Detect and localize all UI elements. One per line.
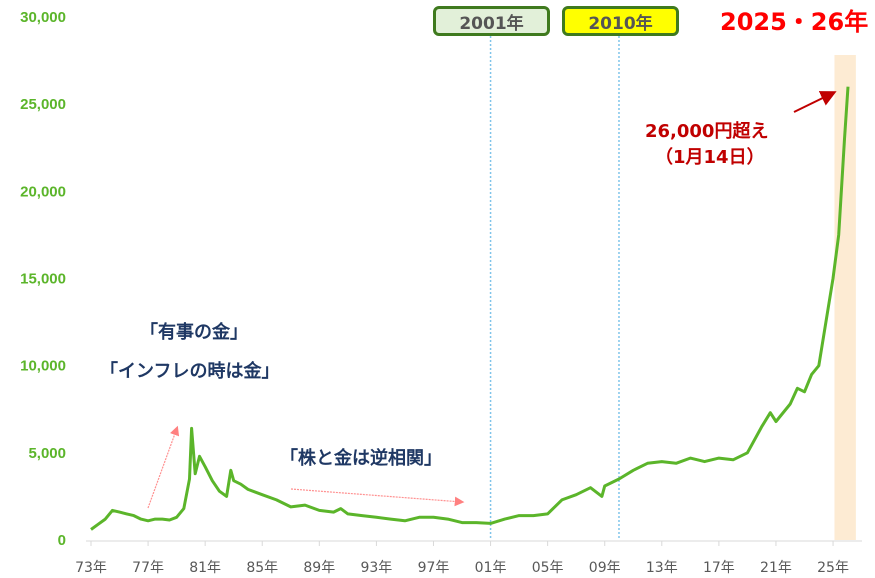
x-tick-label: 17年 bbox=[703, 560, 735, 576]
x-tick-label: 85年 bbox=[246, 560, 278, 576]
vline-label-2010: 2010年 bbox=[562, 6, 679, 36]
annotation-date: （1月14日） bbox=[655, 147, 765, 168]
annotation-crisis: 「有事の金」 bbox=[140, 322, 248, 343]
y-tick-label: 30,000 bbox=[20, 9, 66, 26]
y-tick-label: 10,000 bbox=[20, 358, 66, 375]
x-tick-label: 73年 bbox=[75, 560, 107, 576]
y-tick-label: 5,000 bbox=[28, 445, 66, 462]
x-tick-label: 89年 bbox=[303, 560, 335, 576]
y-tick-label: 25,000 bbox=[20, 96, 66, 113]
y-tick-label: 15,000 bbox=[20, 271, 66, 288]
x-tick-label: 13年 bbox=[646, 560, 678, 576]
arrow-rise bbox=[147, 425, 180, 509]
y-tick-label: 0 bbox=[58, 532, 66, 549]
x-tick-label: 25年 bbox=[817, 560, 849, 576]
annotation-peak: 26,000円超え bbox=[645, 121, 769, 142]
x-tick-label: 77年 bbox=[132, 560, 164, 576]
x-tick-label: 21年 bbox=[760, 560, 792, 576]
arrow-peak bbox=[793, 91, 837, 113]
annotation-inflation: 「インフレの時は金」 bbox=[100, 361, 280, 382]
x-tick-label: 81年 bbox=[189, 560, 221, 576]
x-tick-label: 97年 bbox=[418, 560, 450, 576]
x-tick-label: 05年 bbox=[532, 560, 564, 576]
annotation-inverse: 「株と金は逆相関」 bbox=[280, 448, 442, 469]
gold-price-line bbox=[90, 86, 850, 531]
chart-title: 2025・26年 bbox=[720, 8, 869, 36]
highlight-band bbox=[834, 55, 856, 540]
arrow-decline bbox=[290, 488, 465, 507]
x-tick-label: 93年 bbox=[360, 560, 392, 576]
y-tick-label: 20,000 bbox=[20, 183, 66, 200]
x-tick-label: 01年 bbox=[475, 560, 507, 576]
x-tick-label: 09年 bbox=[589, 560, 621, 576]
vline-label-2001: 2001年 bbox=[433, 6, 550, 36]
